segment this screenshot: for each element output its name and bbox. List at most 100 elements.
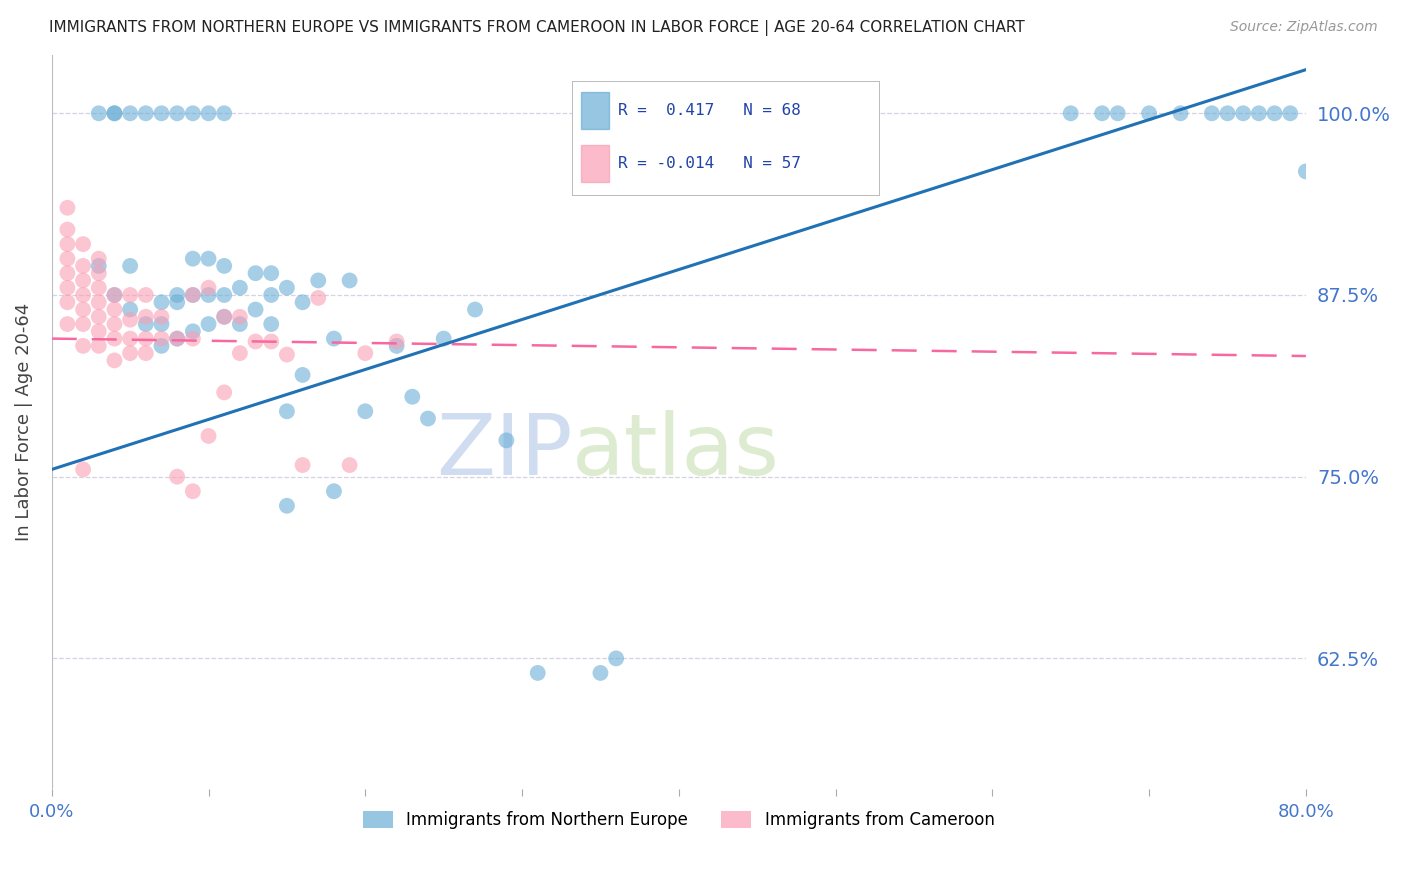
Point [135,310,157,324]
Point [276,281,298,295]
Point [1295,164,1317,178]
Point [385,339,408,353]
Point [291,295,314,310]
Point [526,665,548,680]
Legend: Immigrants from Northern Europe, Immigrants from Cameroon: Immigrants from Northern Europe, Immigra… [356,805,1001,836]
Point [181,332,204,346]
Point [229,346,252,360]
Point [56,252,79,266]
Point [323,332,346,346]
Point [464,302,486,317]
Point [87,259,110,273]
Point [150,310,173,324]
Text: ZIP: ZIP [436,410,572,493]
Point [307,273,329,287]
Point [181,288,204,302]
Point [1279,106,1302,120]
Point [260,288,283,302]
Point [72,288,94,302]
Point [166,332,188,346]
Point [1091,106,1114,120]
Point [212,106,235,120]
Point [181,484,204,499]
Point [212,259,235,273]
Point [87,310,110,324]
Point [120,302,142,317]
Point [354,404,377,418]
Point [181,288,204,302]
Point [56,201,79,215]
Point [166,469,188,483]
Text: Source: ZipAtlas.com: Source: ZipAtlas.com [1230,20,1378,34]
Point [72,462,94,476]
Point [150,295,173,310]
Point [120,332,142,346]
Point [276,499,298,513]
Point [229,317,252,331]
Point [72,317,94,331]
Point [276,404,298,418]
Point [1247,106,1270,120]
Point [72,339,94,353]
Point [103,302,125,317]
Point [150,339,173,353]
Point [197,106,219,120]
Point [307,291,329,305]
Point [589,665,612,680]
Point [495,434,517,448]
Point [103,106,125,120]
Point [56,281,79,295]
Point [150,332,173,346]
Point [135,106,157,120]
Point [135,288,157,302]
Point [150,317,173,331]
Point [56,237,79,252]
Point [87,339,110,353]
Point [72,259,94,273]
Point [260,317,283,331]
Point [197,281,219,295]
Point [181,252,204,266]
Point [245,302,267,317]
Text: atlas: atlas [572,410,780,493]
Point [56,222,79,236]
Point [212,288,235,302]
Point [229,310,252,324]
Point [339,273,361,287]
Point [87,266,110,280]
Point [1170,106,1192,120]
Point [56,295,79,310]
Point [120,288,142,302]
Point [181,106,204,120]
Point [103,317,125,331]
Point [120,312,142,326]
Point [72,273,94,287]
Point [291,458,314,472]
Point [135,332,157,346]
Point [103,288,125,302]
Point [212,310,235,324]
Point [166,295,188,310]
Point [433,332,456,346]
Point [197,252,219,266]
Point [291,368,314,382]
Point [87,324,110,338]
Point [354,346,377,360]
Point [87,106,110,120]
Y-axis label: In Labor Force | Age 20-64: In Labor Force | Age 20-64 [15,303,32,541]
Point [212,310,235,324]
Point [605,651,627,665]
Point [56,266,79,280]
Point [276,348,298,362]
Point [260,334,283,349]
Point [416,411,439,425]
Point [103,288,125,302]
Point [166,332,188,346]
Point [135,317,157,331]
Point [323,484,346,499]
Point [87,252,110,266]
Point [103,332,125,346]
Point [1060,106,1083,120]
Point [197,317,219,331]
Point [120,106,142,120]
